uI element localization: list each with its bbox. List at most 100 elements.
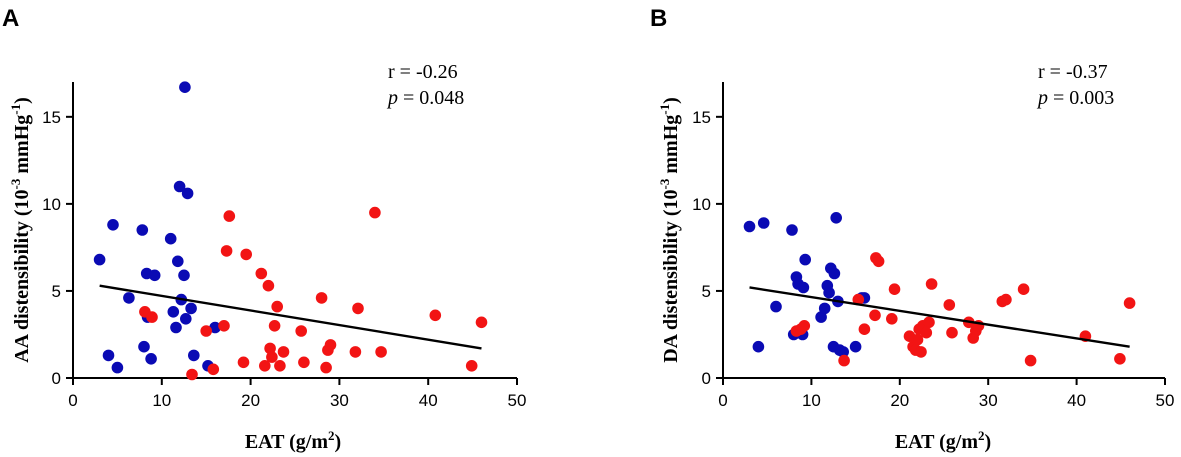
point-a-blue-21 <box>185 302 197 315</box>
stat-r-b: r = -0.37 <box>1038 61 1108 83</box>
stat-p-value-a: = 0.048 <box>398 87 464 109</box>
point-a-blue-24 <box>209 321 221 334</box>
point-b-blue-2 <box>757 217 770 229</box>
point-b-red-8 <box>872 255 885 268</box>
panel-label-a: A <box>2 5 19 32</box>
point-a-blue-20 <box>181 187 194 200</box>
plot-area-b: 0 10 20 30 40 50 0 5 10 15 <box>692 82 1174 410</box>
point-a-red-6 <box>220 245 233 257</box>
point-b-red-14 <box>911 333 924 346</box>
point-a-red-31 <box>475 316 488 329</box>
point-a-red-3 <box>200 325 212 337</box>
stat-p-symbol-a: p <box>386 87 398 109</box>
point-a-blue-10 <box>148 269 161 282</box>
point-a-blue-6 <box>138 340 150 353</box>
point-b-red-22 <box>946 326 958 339</box>
x-tick-label-b-40: 40 <box>1067 391 1086 410</box>
point-a-blue-13 <box>170 321 182 334</box>
x-axis-title-a: EAT (g/m2) <box>245 428 341 453</box>
point-b-red-5 <box>858 323 871 336</box>
x-tick-label-b-10: 10 <box>802 391 821 410</box>
point-a-red-30 <box>465 360 478 372</box>
regression-line-b <box>749 286 1130 348</box>
point-b-blue-10 <box>799 253 811 266</box>
point-b-blue-14 <box>823 286 835 299</box>
point-b-blue-12 <box>818 302 831 315</box>
point-b-blue-9 <box>797 281 810 294</box>
point-b-red-2 <box>798 320 811 332</box>
stat-p-symbol-b: p <box>1036 87 1048 109</box>
point-a-red-8 <box>237 356 250 369</box>
point-b-blue-17 <box>828 267 841 280</box>
point-a-blue-19 <box>180 313 192 325</box>
point-a-red-10 <box>255 267 268 280</box>
point-a-red-19 <box>295 325 308 337</box>
point-b-red-16 <box>915 346 927 358</box>
point-a-red-17 <box>274 360 286 372</box>
stat-p-a: p = 0.048 <box>386 87 464 109</box>
point-b-blue-3 <box>770 300 782 313</box>
point-a-blue-17 <box>178 269 190 282</box>
y-axis-title-a: AA distensibility (10-3 mmHg-1) <box>8 97 33 363</box>
x-tick-label-b-0: 0 <box>718 391 727 410</box>
plot-area-a: 0 10 20 30 40 50 0 5 10 15 <box>42 81 526 410</box>
x-tick-label-a-50: 50 <box>508 391 527 410</box>
stat-r-a: r = -0.26 <box>388 61 458 83</box>
point-b-red-4 <box>852 293 865 306</box>
point-b-red-29 <box>1017 283 1030 296</box>
point-a-red-4 <box>207 363 220 376</box>
point-b-blue-0 <box>743 220 756 233</box>
point-b-red-28 <box>1000 293 1012 306</box>
x-tick-label-a-30: 30 <box>330 391 349 410</box>
point-a-red-14 <box>266 351 278 363</box>
point-b-red-30 <box>1024 354 1037 367</box>
point-a-red-26 <box>352 302 364 315</box>
point-b-red-9 <box>886 313 898 325</box>
point-b-red-21 <box>943 299 956 311</box>
point-a-blue-14 <box>172 255 184 268</box>
point-a-blue-1 <box>102 349 115 362</box>
point-b-red-19 <box>923 316 935 329</box>
point-a-red-2 <box>186 368 198 381</box>
point-b-blue-11 <box>815 311 827 323</box>
x-tick-label-a-0: 0 <box>68 391 77 410</box>
point-a-red-21 <box>315 292 328 304</box>
x-tick-label-a-10: 10 <box>152 391 171 410</box>
x-tick-label-a-20: 20 <box>241 391 260 410</box>
point-a-red-18 <box>277 346 290 358</box>
y-tick-label-a-0: 0 <box>52 369 61 388</box>
point-a-blue-15 <box>173 180 186 193</box>
point-a-red-1 <box>146 311 158 323</box>
point-a-blue-9 <box>145 353 157 365</box>
point-a-blue-2 <box>107 219 119 231</box>
point-b-red-18 <box>920 326 933 339</box>
point-a-blue-11 <box>164 232 177 245</box>
point-a-red-25 <box>349 346 362 358</box>
x-tick-label-b-30: 30 <box>979 391 998 410</box>
y-tick-label-a-10: 10 <box>42 195 61 214</box>
point-a-red-7 <box>223 210 236 222</box>
point-a-red-12 <box>262 279 275 292</box>
point-a-red-13 <box>264 342 276 355</box>
panel-label-b: B <box>650 5 667 32</box>
point-a-red-24 <box>324 339 337 351</box>
point-a-red-9 <box>240 248 252 261</box>
y-tick-label-a-5: 5 <box>52 282 61 301</box>
point-a-blue-0 <box>93 253 106 266</box>
point-b-blue-1 <box>752 340 765 353</box>
x-tick-label-b-20: 20 <box>890 391 909 410</box>
point-a-red-22 <box>320 361 332 374</box>
point-b-blue-4 <box>786 224 798 236</box>
y-tick-label-b-10: 10 <box>692 195 711 214</box>
point-a-blue-5 <box>136 224 149 236</box>
stat-p-b: p = 0.003 <box>1036 87 1114 109</box>
y-tick-label-b-5: 5 <box>702 282 711 301</box>
point-a-blue-3 <box>111 361 124 374</box>
y-tick-label-b-0: 0 <box>702 369 711 388</box>
point-a-red-15 <box>268 320 281 332</box>
x-tick-label-b-50: 50 <box>1156 391 1175 410</box>
point-b-blue-18 <box>830 212 842 224</box>
